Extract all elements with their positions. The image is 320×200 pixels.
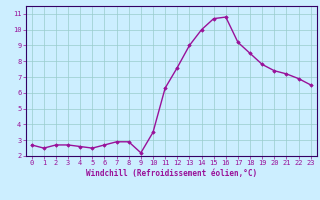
X-axis label: Windchill (Refroidissement éolien,°C): Windchill (Refroidissement éolien,°C)	[86, 169, 257, 178]
